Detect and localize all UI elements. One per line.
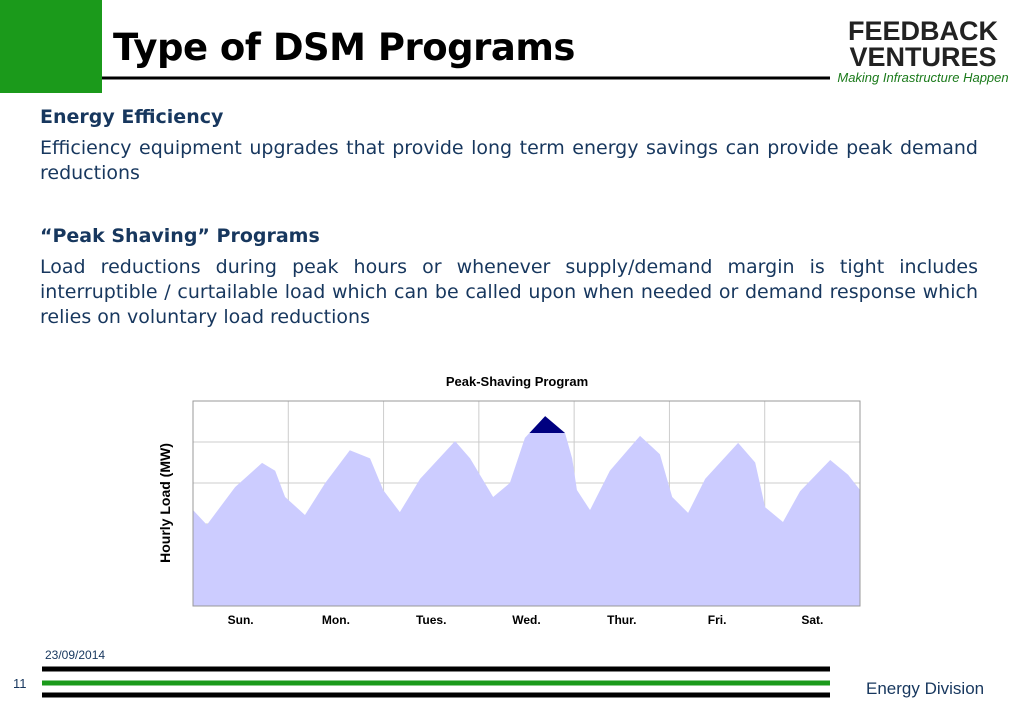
page-number: 11: [13, 676, 27, 691]
section-heading: “Peak Shaving” Programs: [40, 225, 320, 247]
section: Energy Efficiency Efficiency equipment u…: [40, 105, 978, 186]
chart-title: Peak-Shaving Program: [446, 374, 588, 389]
load-area: [193, 416, 860, 606]
x-tick-label: Fri.: [708, 613, 727, 627]
accent-block: [0, 0, 102, 93]
x-tick-label: Sun.: [228, 613, 254, 627]
y-axis-label: Hourly Load (MW): [157, 443, 173, 563]
x-tick-label: Tues.: [416, 613, 446, 627]
x-tick-label: Thur.: [607, 613, 636, 627]
date: 23/09/2014: [45, 648, 105, 662]
section-heading: Energy Efficiency: [40, 106, 224, 128]
logo-line: FEEDBACK: [848, 16, 999, 46]
x-tick-label: Wed.: [512, 613, 540, 627]
division: Energy Division: [866, 679, 984, 698]
logo-tagline: Making Infrastructure Happen: [837, 70, 1008, 85]
x-tick-label: Mon.: [322, 613, 350, 627]
x-tick-label: Sat.: [801, 613, 823, 627]
section-text: Load reductions during peak hours or whe…: [40, 256, 978, 328]
logo-line: VENTURES: [849, 42, 996, 72]
slide-title: Type of DSM Programs: [113, 26, 575, 69]
section-text: Efficiency equipment upgrades that provi…: [40, 137, 978, 184]
chart: Peak-Shaving Program Hourly Load (MW) Su…: [157, 374, 861, 627]
section: “Peak Shaving” Programs Load reductions …: [40, 224, 978, 330]
peak-shaved-area: [529, 416, 566, 433]
plot-frame: [192, 400, 861, 607]
